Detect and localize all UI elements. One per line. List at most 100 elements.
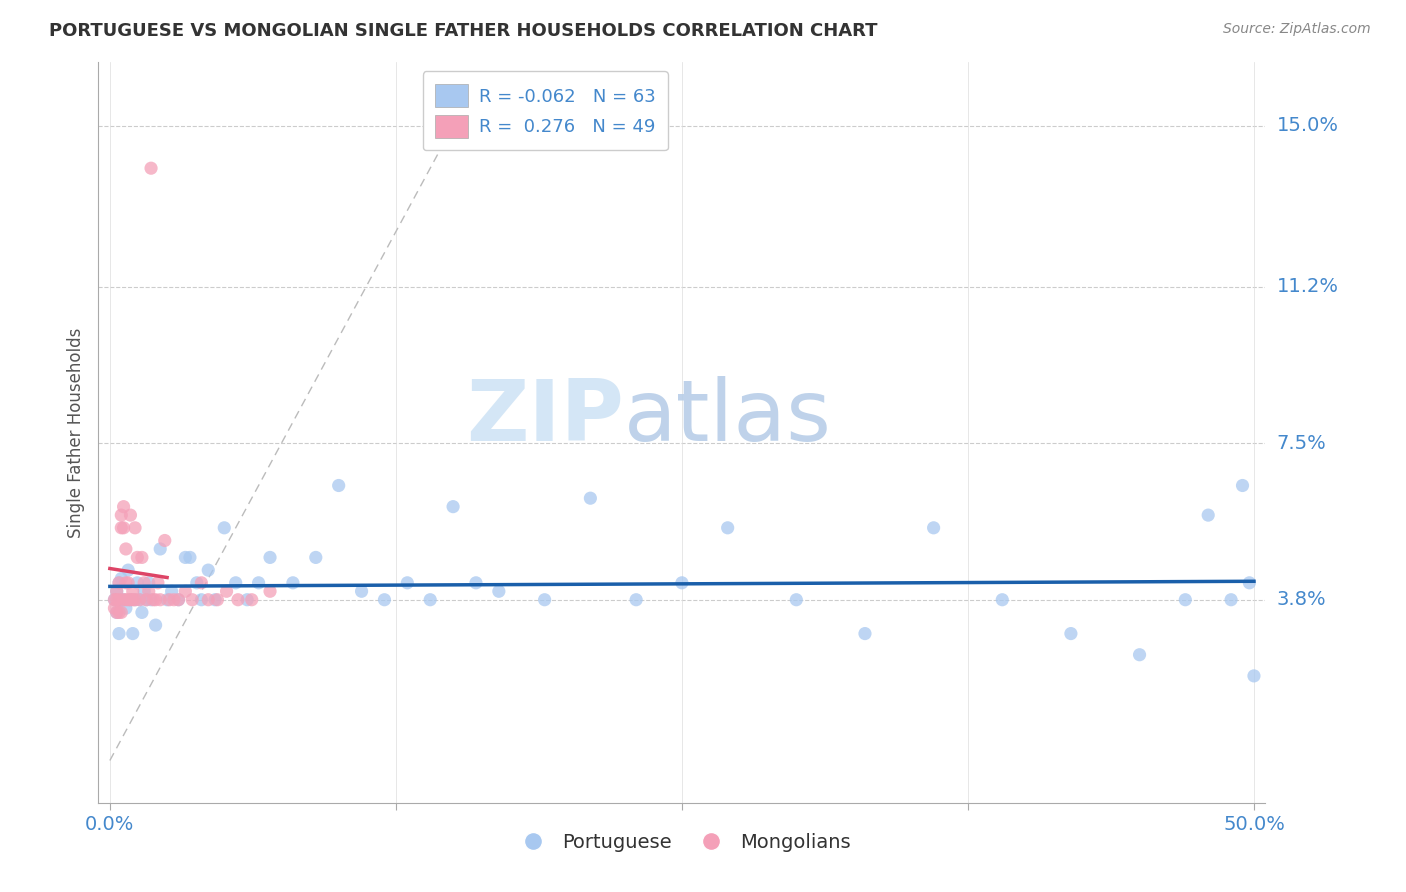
Point [103, 601, 125, 615]
Point [146, 575, 169, 590]
Point [174, 550, 197, 565]
Point [167, 592, 190, 607]
Point [121, 584, 143, 599]
Point [240, 592, 263, 607]
Point [110, 521, 132, 535]
Point [112, 500, 135, 514]
Point [138, 575, 160, 590]
Point [112, 592, 135, 607]
Point [186, 575, 208, 590]
Point [1128, 648, 1150, 662]
Point [103, 592, 125, 607]
Point [181, 592, 204, 607]
Point [350, 584, 373, 599]
Point [190, 575, 212, 590]
Point [124, 521, 146, 535]
Point [671, 575, 693, 590]
Point [533, 592, 555, 607]
Point [108, 575, 131, 590]
Point [1243, 669, 1265, 683]
Point [419, 592, 441, 607]
Point [149, 592, 172, 607]
Point [247, 575, 270, 590]
Point [138, 584, 160, 599]
Point [281, 575, 304, 590]
Point [465, 575, 488, 590]
Point [135, 592, 157, 607]
Point [108, 575, 131, 590]
Point [215, 584, 238, 599]
Point [105, 606, 128, 620]
Point [204, 592, 226, 607]
Point [131, 606, 153, 620]
Point [991, 592, 1014, 607]
Point [373, 592, 395, 607]
Point [105, 584, 128, 599]
Point [134, 575, 156, 590]
Text: 11.2%: 11.2% [1277, 277, 1339, 296]
Y-axis label: Single Father Households: Single Father Households [66, 327, 84, 538]
Point [105, 584, 128, 599]
Point [190, 592, 212, 607]
Point [110, 508, 132, 522]
Point [108, 592, 131, 607]
Point [236, 592, 259, 607]
Point [145, 592, 167, 607]
Legend: Portuguese, Mongolians: Portuguese, Mongolians [506, 825, 858, 860]
Text: 15.0%: 15.0% [1277, 116, 1339, 136]
Point [197, 563, 219, 577]
Text: atlas: atlas [624, 376, 831, 459]
Point [120, 508, 142, 522]
Point [127, 575, 149, 590]
Point [115, 601, 138, 615]
Point [922, 521, 945, 535]
Point [115, 575, 138, 590]
Text: ZIP: ZIP [465, 376, 624, 459]
Point [121, 592, 143, 607]
Point [131, 550, 153, 565]
Point [785, 592, 807, 607]
Point [124, 592, 146, 607]
Point [127, 550, 149, 565]
Point [128, 592, 150, 607]
Point [105, 606, 128, 620]
Point [174, 584, 197, 599]
Point [1239, 575, 1261, 590]
Text: 3.8%: 3.8% [1277, 591, 1326, 609]
Point [103, 592, 125, 607]
Point [396, 575, 419, 590]
Point [197, 592, 219, 607]
Point [108, 606, 131, 620]
Text: 7.5%: 7.5% [1277, 434, 1326, 453]
Point [305, 550, 328, 565]
Point [110, 592, 132, 607]
Point [214, 521, 236, 535]
Point [115, 592, 138, 607]
Point [624, 592, 647, 607]
Point [717, 521, 740, 535]
Point [134, 584, 156, 599]
Point [1232, 478, 1254, 492]
Point [139, 161, 162, 176]
Point [259, 550, 281, 565]
Point [149, 541, 172, 556]
Point [179, 550, 201, 565]
Point [153, 533, 176, 548]
Point [225, 575, 247, 590]
Point [853, 626, 876, 640]
Point [441, 500, 464, 514]
Point [142, 592, 165, 607]
Point [110, 606, 132, 620]
Point [488, 584, 510, 599]
Point [259, 584, 281, 599]
Point [1174, 592, 1197, 607]
Point [579, 491, 602, 506]
Point [139, 592, 162, 607]
Point [145, 618, 167, 632]
Point [226, 592, 249, 607]
Point [117, 592, 139, 607]
Point [135, 592, 157, 607]
Point [124, 592, 146, 607]
Point [1220, 592, 1243, 607]
Point [110, 572, 132, 586]
